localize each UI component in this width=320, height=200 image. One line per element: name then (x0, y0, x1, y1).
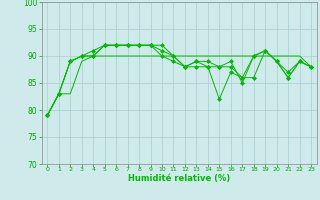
X-axis label: Humidité relative (%): Humidité relative (%) (128, 174, 230, 183)
